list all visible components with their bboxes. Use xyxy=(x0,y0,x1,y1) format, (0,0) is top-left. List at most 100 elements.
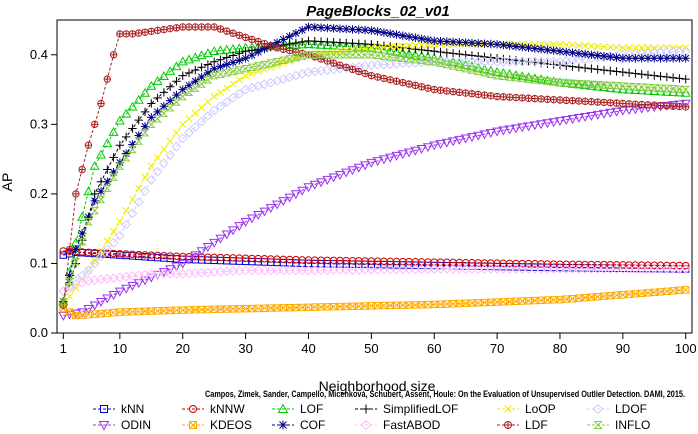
data-point xyxy=(286,57,294,65)
data-point xyxy=(643,54,653,63)
data-point xyxy=(190,122,201,133)
data-point xyxy=(587,64,596,73)
legend-item-kdeos: KDEOS xyxy=(182,418,252,432)
data-point xyxy=(580,80,591,90)
data-point xyxy=(152,166,163,177)
legend-label: ODIN xyxy=(121,418,151,432)
series-line xyxy=(63,103,686,317)
data-point xyxy=(574,79,584,88)
data-point xyxy=(624,54,634,63)
data-point xyxy=(475,91,482,98)
data-point xyxy=(398,54,408,62)
data-point xyxy=(173,24,180,32)
data-point xyxy=(474,39,483,48)
data-point xyxy=(422,143,433,153)
data-point xyxy=(682,286,690,294)
data-point xyxy=(600,99,608,106)
data-point xyxy=(297,37,307,47)
data-point xyxy=(605,108,616,118)
data-point xyxy=(631,54,640,63)
data-point xyxy=(71,245,81,254)
data-point xyxy=(139,87,151,97)
data-point xyxy=(116,30,124,38)
legend-item-lof: LOF xyxy=(272,402,323,416)
data-point xyxy=(165,96,175,105)
data-point xyxy=(127,208,138,219)
data-point xyxy=(599,81,609,89)
legend-label: COF xyxy=(300,418,325,432)
data-point xyxy=(227,226,239,236)
data-point xyxy=(322,175,333,185)
data-point xyxy=(77,211,88,221)
data-point xyxy=(58,286,69,297)
data-point xyxy=(543,45,552,55)
data-point xyxy=(114,230,125,241)
data-point xyxy=(304,22,313,32)
data-point xyxy=(448,62,458,70)
data-point xyxy=(518,297,526,305)
data-point xyxy=(555,47,565,56)
data-point xyxy=(481,91,488,99)
data-point xyxy=(209,238,220,248)
data-point xyxy=(166,137,174,145)
data-point xyxy=(542,77,552,85)
data-point xyxy=(544,96,551,103)
data-point xyxy=(309,180,320,190)
data-point xyxy=(134,115,143,125)
data-point xyxy=(297,52,307,60)
data-point xyxy=(154,27,161,34)
data-point xyxy=(461,38,470,47)
data-point xyxy=(360,419,372,431)
data-point xyxy=(524,43,533,53)
data-point xyxy=(436,59,445,67)
data-point xyxy=(411,41,419,49)
data-point xyxy=(209,105,220,116)
legend-item-ldf: LDF xyxy=(497,418,548,432)
data-point xyxy=(317,55,325,63)
data-point xyxy=(310,51,320,59)
data-point xyxy=(662,54,672,63)
data-point xyxy=(537,95,545,103)
data-point xyxy=(127,282,138,291)
data-point xyxy=(504,421,512,429)
data-point xyxy=(423,35,433,45)
data-point xyxy=(430,47,439,56)
data-point xyxy=(543,296,552,304)
data-point xyxy=(215,45,226,55)
data-point xyxy=(64,282,75,293)
data-point xyxy=(387,76,394,84)
data-point xyxy=(184,68,194,78)
data-point xyxy=(343,64,350,71)
data-point xyxy=(165,82,175,91)
data-point xyxy=(569,97,576,104)
data-point xyxy=(222,60,231,69)
data-point xyxy=(202,48,213,58)
data-point xyxy=(316,178,327,188)
data-point xyxy=(335,51,345,59)
data-point xyxy=(650,44,658,52)
data-point xyxy=(280,46,287,53)
data-point xyxy=(611,107,622,117)
data-point xyxy=(153,93,162,103)
data-point xyxy=(398,43,407,53)
data-point xyxy=(556,40,564,48)
data-point xyxy=(348,51,357,59)
data-point xyxy=(410,146,421,156)
plot-frame xyxy=(56,19,693,334)
data-point xyxy=(587,42,595,50)
data-point xyxy=(322,40,333,50)
data-point xyxy=(392,30,401,39)
series-line xyxy=(62,50,686,292)
data-point xyxy=(242,72,250,80)
data-point xyxy=(179,23,186,31)
data-point xyxy=(185,23,193,31)
data-point xyxy=(374,43,382,52)
data-point xyxy=(114,287,125,297)
data-point xyxy=(146,120,156,129)
data-point xyxy=(563,97,570,104)
data-point xyxy=(619,291,627,299)
data-point xyxy=(618,67,628,77)
data-point xyxy=(215,234,226,244)
data-point xyxy=(519,94,526,102)
data-point xyxy=(651,102,658,109)
